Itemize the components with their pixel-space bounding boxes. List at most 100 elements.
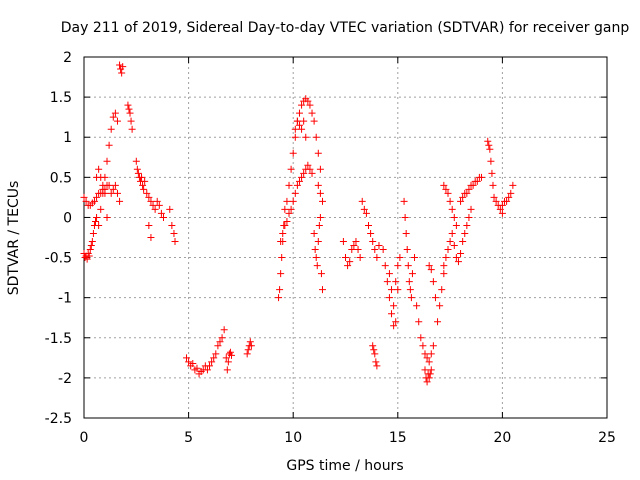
data-point [279,229,287,237]
data-point [291,189,299,197]
series-O [291,117,310,141]
data-point [425,358,433,366]
data-point [427,266,435,274]
data-point [218,334,226,342]
data-point [302,133,310,141]
data-point [385,294,393,302]
data-point [311,246,319,254]
data-point [141,177,149,185]
y-tick-label: -2.5 [45,411,72,427]
data-point [457,197,465,205]
y-tick-labels: -2.5 -2 -1.5 -1 -0.5 0 0.5 1 1.5 2 [45,50,72,427]
chart-title: Day 211 of 2019, Sidereal Day-to-day VTE… [61,20,630,36]
data-point [403,246,411,254]
data-point [128,125,136,133]
data-point [315,221,323,229]
data-point [80,193,88,201]
data-point [390,322,398,330]
data-point [193,364,201,372]
data-point [222,354,230,362]
data-point [402,229,410,237]
x-axis-label: GPS time / hours [286,458,403,474]
data-point [316,165,324,173]
data-point [92,217,100,225]
data-point [226,348,234,356]
series-Z [425,262,448,326]
data-point [446,197,454,205]
data-point [168,221,176,229]
data-point [383,278,391,286]
data-point [310,229,318,237]
data-point [373,362,381,370]
data-point [505,193,513,201]
data-point [293,181,301,189]
grid [84,57,607,418]
data-point [431,294,439,302]
data-point [408,270,416,278]
data-point [183,354,191,362]
data-point [210,354,218,362]
data-point [295,121,303,129]
data-point [82,197,90,205]
data-point [498,209,506,217]
series-AE [498,181,517,209]
data-point [477,173,485,181]
series-D [116,61,127,77]
data-point [287,205,295,213]
data-point [362,209,370,217]
y-tick-label: -1.5 [45,331,72,347]
data-point [509,181,517,189]
series-K [222,348,235,374]
data-point [85,252,93,260]
data-point [300,117,308,125]
data-point [145,193,153,201]
data-point [492,197,500,205]
data-point [147,234,155,241]
data-point [407,294,415,302]
data-point [473,177,481,185]
data-point [440,262,448,270]
data-point [147,197,155,205]
data-point [133,165,141,173]
series-AA [440,205,475,270]
data-point [434,318,442,326]
series-X [413,302,437,366]
data-point [423,354,431,362]
data-point [126,109,134,117]
data-point [298,173,306,181]
data-point [429,342,437,350]
x-tick-label: 15 [389,430,407,446]
y-tick-label: 1 [63,130,72,146]
data-point [220,326,228,334]
data-point [170,229,178,237]
data-point [400,197,408,205]
data-point [396,254,404,262]
data-point [314,181,322,189]
data-point [342,254,349,262]
data-point [304,161,312,169]
data-point [113,189,121,197]
data-point [306,165,314,173]
series-AC [457,173,485,205]
data-point [444,189,452,197]
data-point [427,350,435,358]
data-point [153,197,161,205]
data-point [485,141,493,149]
data-point [385,270,393,278]
data-point [450,213,458,221]
data-point [295,177,303,185]
series-G [143,189,167,221]
data-point [308,169,316,177]
data-point [317,270,325,278]
data-point [379,246,387,254]
data-point [440,181,448,189]
plot-frame [83,56,608,419]
data-point [421,350,429,358]
data-point [339,238,347,246]
data-point [95,221,103,229]
data-point [306,101,314,109]
series-V [385,262,402,310]
data-point [392,318,400,326]
data-point [369,342,377,350]
data-point [370,346,378,354]
